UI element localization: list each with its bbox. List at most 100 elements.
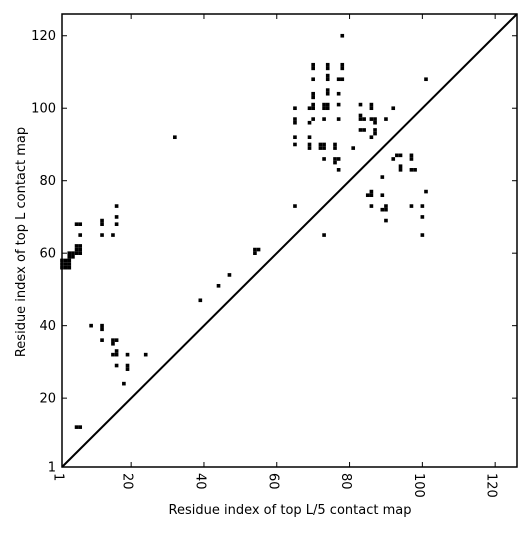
contact-point (409, 157, 414, 161)
contact-point (340, 33, 345, 38)
contact-point (322, 142, 326, 147)
contact-point (365, 193, 370, 198)
contact-point (322, 102, 326, 107)
contact-point (409, 204, 414, 208)
y-tick-label: 60 (39, 247, 56, 262)
contact-point (424, 189, 428, 194)
contact-point (67, 265, 72, 270)
contact-point (398, 168, 403, 172)
contact-point (74, 244, 79, 248)
contact-point (336, 102, 341, 107)
contact-point (311, 106, 315, 111)
contact-point (293, 106, 297, 111)
contact-point (409, 168, 414, 172)
contact-point (398, 153, 403, 158)
contact-point (307, 106, 312, 111)
contact-point (395, 153, 399, 158)
contact-point (122, 381, 126, 386)
contact-point (391, 157, 396, 161)
contact-point (78, 233, 83, 237)
contact-point (256, 247, 261, 252)
contact-point (340, 62, 345, 67)
contact-point (125, 367, 130, 371)
contact-point (307, 142, 312, 147)
contact-point (307, 135, 312, 140)
contact-point (351, 146, 356, 150)
contact-point (307, 120, 312, 125)
contact-point (293, 204, 297, 208)
contact-point (325, 102, 330, 107)
contact-point (114, 338, 119, 342)
diagonal-line (61, 13, 518, 468)
contact-point (253, 247, 257, 252)
contact-point (384, 204, 388, 208)
x-tick-label: 40 (192, 473, 207, 490)
contact-point (63, 262, 68, 266)
plot-frame (61, 13, 518, 468)
contact-point (358, 113, 363, 118)
contact-point (114, 349, 119, 353)
contact-point (409, 153, 414, 158)
contact-point (114, 352, 119, 357)
contact-point (380, 193, 385, 198)
y-tick-label: 80 (39, 174, 56, 189)
contact-point (78, 425, 83, 429)
contact-point (114, 222, 119, 226)
contact-point (325, 106, 330, 111)
y-tick-label: 40 (39, 319, 56, 334)
contact-point (384, 207, 388, 212)
x-axis-label: Residue index of top L/5 contact map (169, 503, 412, 518)
contact-point (100, 218, 104, 223)
contact-point (67, 258, 72, 263)
contact-point (333, 142, 337, 147)
contact-point (63, 258, 68, 263)
contact-point (307, 146, 312, 150)
contact-point (71, 251, 75, 255)
contact-point (391, 106, 396, 111)
y-tick-label: 120 (31, 29, 56, 44)
contact-point (74, 222, 79, 226)
contact-point (311, 102, 315, 107)
contact-point (311, 117, 315, 121)
contact-point (325, 62, 330, 67)
x-tick-label: 1 (51, 473, 66, 481)
contact-point (114, 215, 119, 219)
contact-point (114, 204, 119, 208)
contact-point (67, 255, 72, 259)
contact-point (111, 233, 115, 237)
contact-point (420, 204, 425, 208)
contact-point (293, 117, 297, 121)
contact-point (373, 128, 377, 132)
x-tick-label: 100 (411, 473, 426, 498)
contact-point (111, 352, 115, 357)
contact-point (380, 207, 385, 212)
contact-point (125, 352, 130, 357)
contact-point (325, 77, 330, 82)
contact-point (63, 265, 68, 270)
x-tick-label: 120 (484, 473, 499, 498)
contact-point (89, 323, 93, 328)
contact-point (420, 233, 425, 237)
contact-point (322, 117, 326, 121)
contact-point (311, 95, 315, 100)
contact-point (325, 66, 330, 71)
y-tick-label: 100 (31, 102, 56, 117)
contact-point (358, 102, 363, 107)
contact-point (322, 106, 326, 111)
data-points (60, 33, 428, 429)
y-axis-label: Residue index of top L contact map (14, 127, 29, 357)
contact-point (325, 73, 330, 78)
contact-point (293, 120, 297, 125)
contact-point (74, 247, 79, 252)
y-tick-label: 20 (39, 392, 56, 407)
contact-point (100, 222, 104, 226)
x-tick-label: 80 (338, 473, 353, 490)
contact-point (420, 215, 425, 219)
contact-point (253, 251, 257, 255)
x-axis-ticks: 1 20 40 60 80 100 120 (51, 14, 499, 498)
contact-point (125, 363, 130, 368)
contact-point (100, 323, 104, 328)
